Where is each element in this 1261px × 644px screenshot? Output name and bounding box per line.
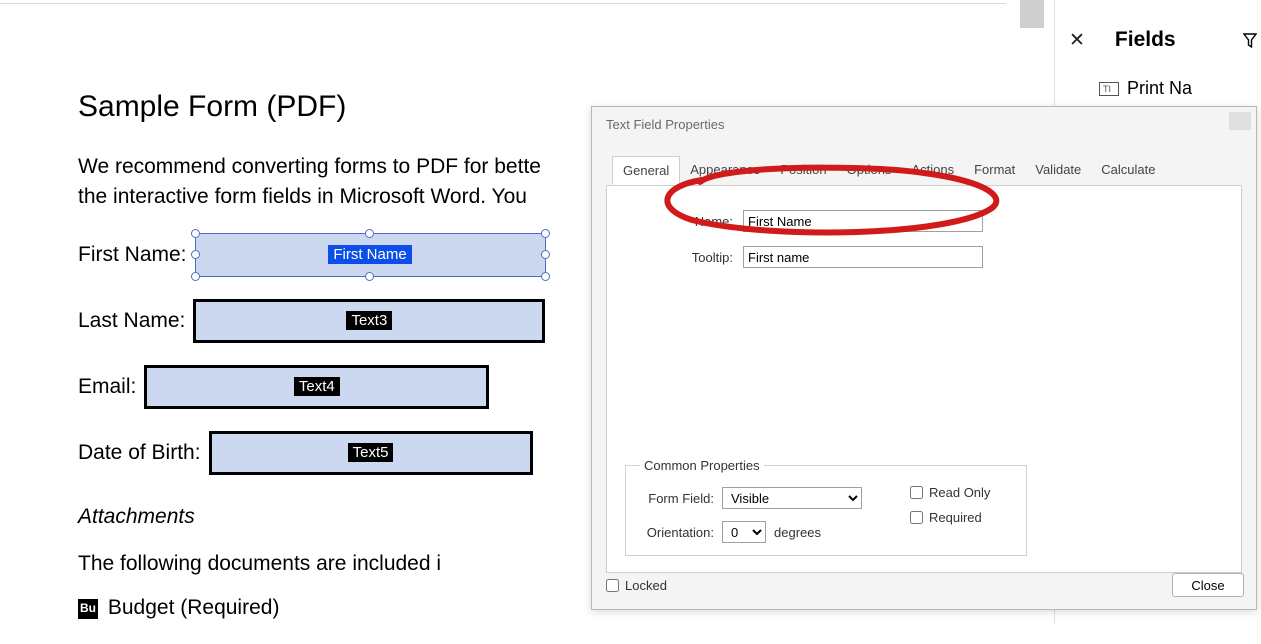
form-field-label: Form Field: bbox=[640, 491, 722, 506]
resize-handle[interactable] bbox=[191, 250, 200, 259]
field-badge-last-name: Text3 bbox=[346, 311, 392, 330]
tab-position[interactable]: Position bbox=[770, 156, 836, 185]
read-only-checkbox[interactable] bbox=[910, 486, 923, 499]
field-label-first-name: First Name: bbox=[78, 243, 187, 267]
field-badge-dob: Text5 bbox=[348, 443, 394, 462]
form-field-dob[interactable]: Text5 bbox=[209, 431, 533, 475]
fields-list-item[interactable]: TI Print Na bbox=[1055, 72, 1261, 105]
resize-handle[interactable] bbox=[541, 250, 550, 259]
name-input[interactable] bbox=[743, 210, 983, 232]
page-top-rule bbox=[0, 0, 1006, 4]
form-field-email[interactable]: Text4 bbox=[144, 365, 489, 409]
close-button[interactable]: Close bbox=[1172, 573, 1244, 597]
tab-panel-general: Name: Tooltip: Common Properties Form Fi… bbox=[606, 185, 1242, 573]
common-properties-legend: Common Properties bbox=[640, 458, 764, 473]
fields-panel-header: ✕ Fields bbox=[1055, 28, 1261, 72]
svg-text:TI: TI bbox=[1103, 84, 1111, 94]
required-label: Required bbox=[929, 510, 982, 525]
resize-handle[interactable] bbox=[191, 272, 200, 281]
degrees-label: degrees bbox=[774, 525, 821, 540]
resize-handle[interactable] bbox=[365, 229, 374, 238]
field-label-last-name: Last Name: bbox=[78, 309, 185, 333]
resize-handle[interactable] bbox=[191, 229, 200, 238]
tab-format[interactable]: Format bbox=[964, 156, 1025, 185]
read-only-checkbox-row[interactable]: Read Only bbox=[910, 485, 990, 500]
tab-options[interactable]: Options bbox=[837, 156, 902, 185]
property-row-tooltip: Tooltip: bbox=[625, 246, 1223, 268]
resize-handle[interactable] bbox=[541, 272, 550, 281]
locked-checkbox-row[interactable]: Locked bbox=[606, 578, 667, 593]
tab-calculate[interactable]: Calculate bbox=[1091, 156, 1165, 185]
filter-icon[interactable] bbox=[1243, 32, 1257, 55]
required-checkbox-row[interactable]: Required bbox=[910, 510, 990, 525]
orientation-label: Orientation: bbox=[640, 525, 722, 540]
field-label-dob: Date of Birth: bbox=[78, 441, 201, 465]
dialog-title: Text Field Properties bbox=[592, 107, 1256, 138]
text-field-properties-dialog[interactable]: Text Field Properties General Appearance… bbox=[591, 106, 1257, 610]
fields-panel-title: Fields bbox=[1115, 28, 1176, 52]
scrollbar-track[interactable] bbox=[1020, 0, 1044, 28]
field-badge-first-name: First Name bbox=[328, 245, 411, 264]
form-field-first-name[interactable]: First Name bbox=[195, 233, 546, 277]
property-row-name: Name: bbox=[625, 210, 1223, 232]
locked-checkbox[interactable] bbox=[606, 579, 619, 592]
tooltip-input[interactable] bbox=[743, 246, 983, 268]
intro-line-1: We recommend converting forms to PDF for… bbox=[78, 155, 541, 178]
attachment-bu-icon: Bu bbox=[78, 599, 98, 619]
intro-line-2: the interactive form fields in Microsoft… bbox=[78, 185, 527, 208]
common-properties-group: Common Properties Form Field: Visible Or… bbox=[625, 458, 1027, 556]
attachment-label: Budget (Required) bbox=[108, 596, 280, 619]
field-badge-email: Text4 bbox=[294, 377, 340, 396]
text-field-icon: TI bbox=[1099, 82, 1119, 96]
orientation-select[interactable]: 0 bbox=[722, 521, 766, 543]
dialog-titlebar-close[interactable] bbox=[1229, 112, 1251, 130]
read-only-label: Read Only bbox=[929, 485, 990, 500]
tooltip-label: Tooltip: bbox=[625, 250, 743, 265]
dialog-tabs: General Appearance Position Options Acti… bbox=[592, 138, 1256, 186]
resize-handle[interactable] bbox=[541, 229, 550, 238]
name-label: Name: bbox=[625, 214, 743, 229]
locked-label: Locked bbox=[625, 578, 667, 593]
common-checkbox-column: Read Only Required bbox=[910, 485, 990, 535]
tab-validate[interactable]: Validate bbox=[1025, 156, 1091, 185]
tab-general[interactable]: General bbox=[612, 156, 680, 185]
tab-appearance[interactable]: Appearance bbox=[680, 156, 770, 185]
form-field-select[interactable]: Visible bbox=[722, 487, 862, 509]
tab-actions[interactable]: Actions bbox=[901, 156, 964, 185]
dialog-footer: Locked Close bbox=[606, 573, 1244, 597]
required-checkbox[interactable] bbox=[910, 511, 923, 524]
resize-handle[interactable] bbox=[365, 272, 374, 281]
close-icon[interactable]: ✕ bbox=[1069, 29, 1085, 52]
field-label-email: Email: bbox=[78, 375, 136, 399]
form-field-last-name[interactable]: Text3 bbox=[193, 299, 545, 343]
fields-item-label: Print Na bbox=[1127, 78, 1192, 99]
